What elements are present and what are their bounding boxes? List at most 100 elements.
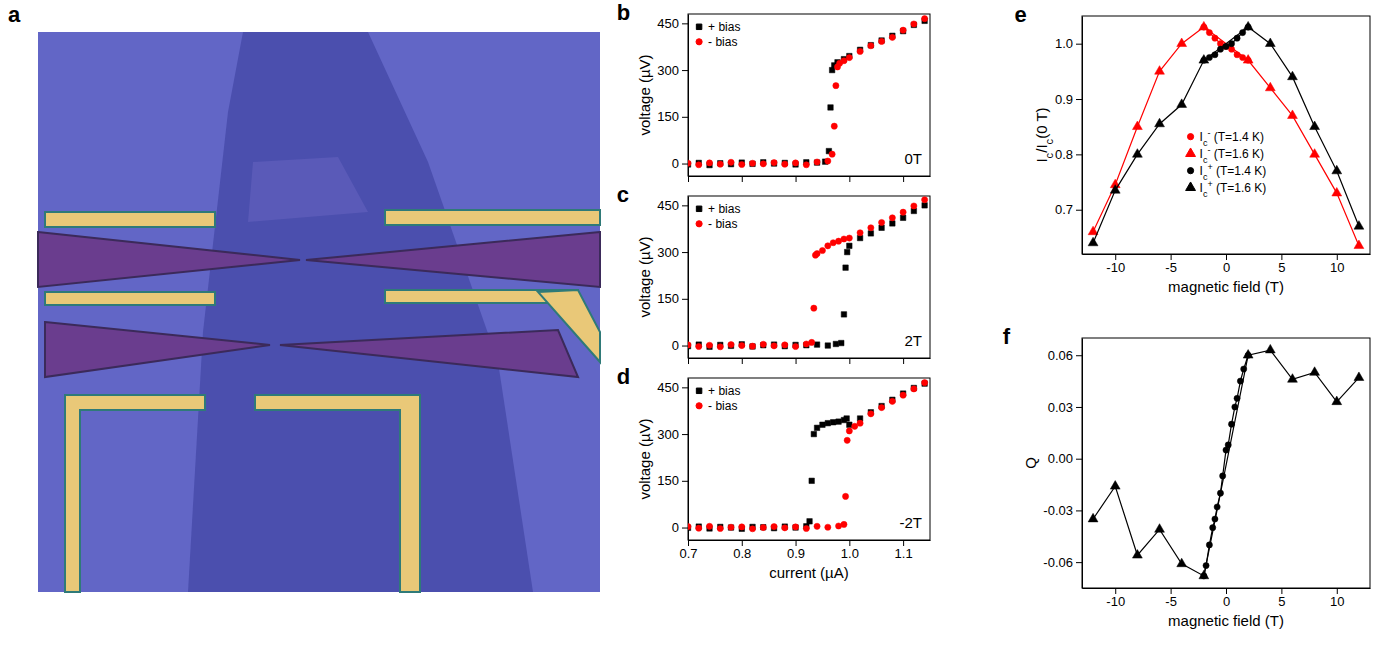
text-part: + bias	[708, 20, 740, 34]
tick-mark	[688, 540, 689, 546]
data-point	[749, 160, 755, 166]
tick: -5	[1165, 588, 1177, 609]
tick: 1.0	[841, 540, 859, 561]
data-point	[1110, 185, 1120, 194]
tick-label: 0	[1223, 260, 1230, 275]
data-point	[911, 203, 917, 209]
tick-mark	[682, 252, 688, 253]
tick: 10	[1330, 588, 1344, 609]
data-point	[922, 197, 928, 203]
tick: 300	[657, 245, 688, 260]
tick-mark	[849, 540, 850, 546]
data-point	[868, 42, 873, 47]
tick-mark	[849, 358, 850, 364]
data-point	[900, 27, 906, 33]
series	[688, 18, 927, 168]
legend-marker	[696, 39, 702, 45]
tick: 0.7	[1055, 202, 1082, 217]
tick-mark	[1337, 588, 1338, 594]
tick: -5	[1165, 254, 1177, 275]
legend: + bias- bias	[696, 20, 740, 49]
data-point	[750, 344, 755, 349]
y-axis-title: Q	[1022, 457, 1039, 469]
text-part: magnetic field (T)	[1168, 612, 1284, 629]
series-line	[1093, 350, 1359, 576]
data-point	[771, 524, 777, 530]
data-point	[1199, 21, 1209, 30]
series-line	[1093, 27, 1359, 246]
data-point	[1234, 395, 1240, 401]
data-point	[728, 525, 733, 530]
data-point	[717, 344, 723, 350]
data-point	[857, 230, 863, 236]
data-point	[1212, 516, 1218, 522]
tick-label: 300	[657, 63, 679, 78]
tick-mark	[1115, 588, 1116, 594]
data-point	[857, 420, 863, 426]
data-point	[1310, 149, 1320, 158]
tick: -10	[1106, 254, 1125, 275]
data-point	[831, 123, 837, 129]
data-point	[814, 160, 819, 165]
data-point	[1354, 240, 1364, 249]
text-part: /I	[1033, 144, 1050, 152]
tick-label: 450	[657, 198, 679, 213]
tick-label: 10	[1330, 260, 1344, 275]
tick-label: 0	[672, 338, 679, 353]
tick-label: 0.7	[679, 546, 697, 561]
y-axis: 0 150 300 450	[657, 197, 688, 359]
tick: 0	[672, 520, 688, 535]
data-point	[728, 342, 734, 348]
tick: 0	[672, 156, 688, 171]
panel-label: a	[8, 2, 21, 27]
data-point	[879, 225, 884, 230]
tick-mark	[1171, 254, 1172, 260]
tick: 150	[657, 291, 688, 306]
gate-wedge	[38, 232, 300, 287]
data-point	[760, 341, 766, 347]
plot-frame	[688, 14, 930, 176]
tick	[796, 176, 797, 182]
data-point	[1241, 366, 1247, 372]
data-point	[868, 411, 874, 417]
tick-mark	[742, 358, 743, 364]
tick: 150	[657, 473, 688, 488]
tick: 0.9	[787, 540, 805, 561]
legend: + bias- bias	[696, 202, 740, 231]
data-point	[1110, 481, 1120, 490]
data-point	[1088, 513, 1098, 522]
data-point	[1177, 38, 1187, 47]
data-point	[1132, 121, 1142, 130]
legend-item: - bias	[696, 35, 737, 49]
flake-edge	[248, 157, 368, 222]
tick-label: 0.06	[1048, 348, 1073, 363]
data-point	[749, 343, 755, 349]
panel: 0150300450+ bias- bias0Tvoltage (µV)	[636, 14, 931, 182]
data-point	[1155, 66, 1165, 75]
x-axis: -10-50510	[1083, 588, 1371, 609]
data-point	[911, 386, 917, 392]
tick: 0	[1223, 588, 1230, 609]
tick: 0.06	[1048, 348, 1082, 363]
data-point	[1155, 524, 1165, 533]
data-point	[814, 342, 819, 347]
legend-marker	[696, 24, 701, 29]
data-point	[811, 431, 816, 436]
tick: 1.0	[1055, 36, 1082, 51]
data-point	[1288, 71, 1298, 80]
data-point	[847, 243, 852, 248]
plot-area	[1088, 21, 1364, 248]
legend-item: Ic+ (T=1.4 K)	[1187, 162, 1266, 182]
tick-mark	[903, 176, 904, 182]
tick: 300	[657, 427, 688, 442]
data-point	[900, 392, 906, 398]
tick	[742, 358, 743, 364]
tick-mark	[688, 176, 689, 182]
tick-label: 0.8	[733, 546, 751, 561]
data-point	[803, 525, 809, 531]
panel-label: e	[1014, 2, 1026, 27]
data-point	[1132, 550, 1142, 559]
data-point	[1243, 21, 1253, 30]
gate-wedge	[280, 330, 578, 377]
data-point	[841, 312, 846, 317]
